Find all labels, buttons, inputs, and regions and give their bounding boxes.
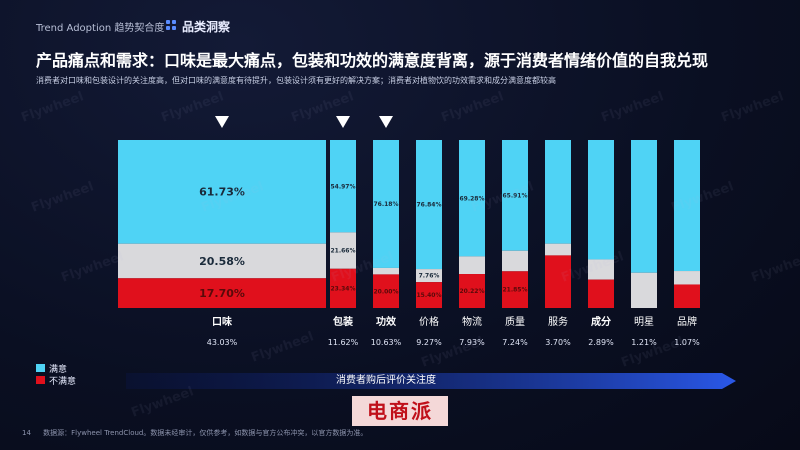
legend-swatch-unsatisfied — [36, 376, 45, 384]
bar-segment-neutral — [118, 243, 326, 279]
bar-data-label: 21.66% — [331, 248, 356, 255]
bar-data-label: 20.22% — [460, 288, 485, 295]
grid-icon — [166, 20, 177, 31]
bar-segment-unsatisfied — [330, 268, 356, 308]
bar-segment-unsatisfied — [674, 284, 700, 308]
attention-value-label: 1.07% — [674, 338, 700, 347]
bar-segment-satisfied — [631, 140, 657, 273]
bar-segment-unsatisfied — [416, 282, 442, 308]
bar-segment-satisfied — [118, 140, 326, 244]
bar-segment-neutral — [330, 232, 356, 269]
category-label: 品牌 — [677, 315, 697, 328]
category-label: 口味 — [212, 315, 232, 328]
bar-segment-neutral — [545, 243, 571, 256]
legend-label-unsatisfied: 不满意 — [49, 376, 77, 387]
legend-label-satisfied: 满意 — [49, 364, 68, 375]
attention-value-label: 3.70% — [545, 338, 571, 347]
bar-segment-satisfied — [674, 140, 700, 272]
section-title: 品类洞察 — [182, 20, 231, 34]
bar-segment-satisfied — [373, 140, 399, 268]
bar-data-label: 61.73% — [199, 186, 245, 199]
category-label: 价格 — [419, 315, 439, 328]
bar-data-label: 54.97% — [331, 183, 356, 190]
bar-data-label: 15.40% — [417, 292, 442, 299]
bar-data-label: 20.00% — [374, 288, 399, 295]
bar-segment-satisfied — [588, 140, 614, 260]
stamp-logo: 电商派 — [352, 396, 448, 426]
attention-value-label: 9.27% — [416, 338, 442, 347]
bar-segment-satisfied — [416, 140, 442, 270]
bar-segment-neutral — [502, 250, 528, 272]
attention-value-label: 43.03% — [207, 338, 238, 347]
highlight-marker-icon — [336, 116, 350, 128]
legend-item-satisfied: 满意 — [36, 362, 76, 375]
bar-data-label: 65.91% — [503, 192, 528, 199]
bar-data-label: 69.28% — [460, 195, 485, 202]
category-label: 服务 — [548, 315, 568, 328]
page-title: 产品痛点和需求：口味是最大痛点，包装和功效的满意度背离，源于消费者情绪价值的自我… — [36, 51, 709, 70]
attention-value-label: 2.89% — [588, 338, 614, 347]
attention-value-label: 1.21% — [631, 338, 657, 347]
bar-segment-satisfied — [545, 140, 571, 244]
attention-value-label: 7.24% — [502, 338, 528, 347]
bar-segment-unsatisfied — [588, 279, 614, 308]
bar-data-label: 20.58% — [199, 255, 245, 268]
bar-segment-neutral — [416, 269, 442, 283]
source-note: 数据源：Flywheel TrendCloud。数据未经审计，仅供参考，如数据与… — [43, 429, 368, 437]
bar-segment-neutral — [373, 267, 399, 275]
bar-segment-unsatisfied — [459, 274, 485, 308]
bar-segment-satisfied — [502, 140, 528, 251]
attention-value-label: 10.63% — [371, 338, 402, 347]
bar-data-label: 23.34% — [331, 285, 356, 292]
chart-legend: 满意 不满意 — [36, 362, 77, 387]
footer: 14 数据源：Flywheel TrendCloud。数据未经审计，仅供参考，如… — [22, 428, 367, 438]
breadcrumb: Trend Adoption 趋势契合度 — [36, 23, 165, 34]
highlight-marker-icon — [215, 116, 229, 128]
bar-data-label: 76.84% — [417, 202, 442, 209]
attention-axis-arrow: 消费者购后评价关注度 — [36, 368, 736, 394]
bar-segment-neutral — [631, 272, 657, 308]
category-label: 成分 — [591, 315, 611, 328]
bar-segment-satisfied — [459, 140, 485, 257]
category-label: 物流 — [462, 315, 482, 328]
bar-segment-unsatisfied — [502, 271, 528, 308]
legend-item-unsatisfied: 不满意 — [36, 374, 77, 387]
page-number: 14 — [22, 429, 31, 437]
attention-value-label: 11.62% — [328, 338, 359, 347]
highlight-marker-icon — [379, 116, 393, 128]
bar-data-label: 7.76% — [419, 273, 440, 280]
category-label: 功效 — [376, 315, 397, 328]
bar-segment-unsatisfied — [545, 255, 571, 308]
legend-swatch-satisfied — [36, 364, 45, 372]
bar-segment-satisfied — [330, 140, 356, 233]
arrow-icon — [126, 373, 736, 389]
bar-segment-neutral — [588, 259, 614, 280]
bar-segment-unsatisfied — [118, 278, 326, 308]
bar-segment-neutral — [459, 256, 485, 275]
bar-data-label: 17.70% — [199, 287, 245, 300]
category-label: 质量 — [505, 316, 525, 328]
bar-segment-unsatisfied — [373, 274, 399, 308]
category-label: 包装 — [333, 315, 353, 328]
bar-data-label: 21.85% — [503, 287, 528, 294]
bar-segment-neutral — [674, 271, 700, 285]
bar-data-label: 76.18% — [374, 201, 399, 208]
category-label: 明星 — [634, 316, 654, 328]
page-subtitle: 消费者对口味和包装设计的关注度高，但对口味的满意度有待提升，包装设计须有更好的解… — [36, 76, 556, 85]
x-axis-label: 消费者购后评价关注度 — [336, 375, 436, 386]
chart-bars: 61.73% 20.58% 17.70% 口味 43.03% 54.97% 21.66% 23… — [118, 116, 700, 347]
attention-value-label: 7.93% — [459, 338, 485, 347]
